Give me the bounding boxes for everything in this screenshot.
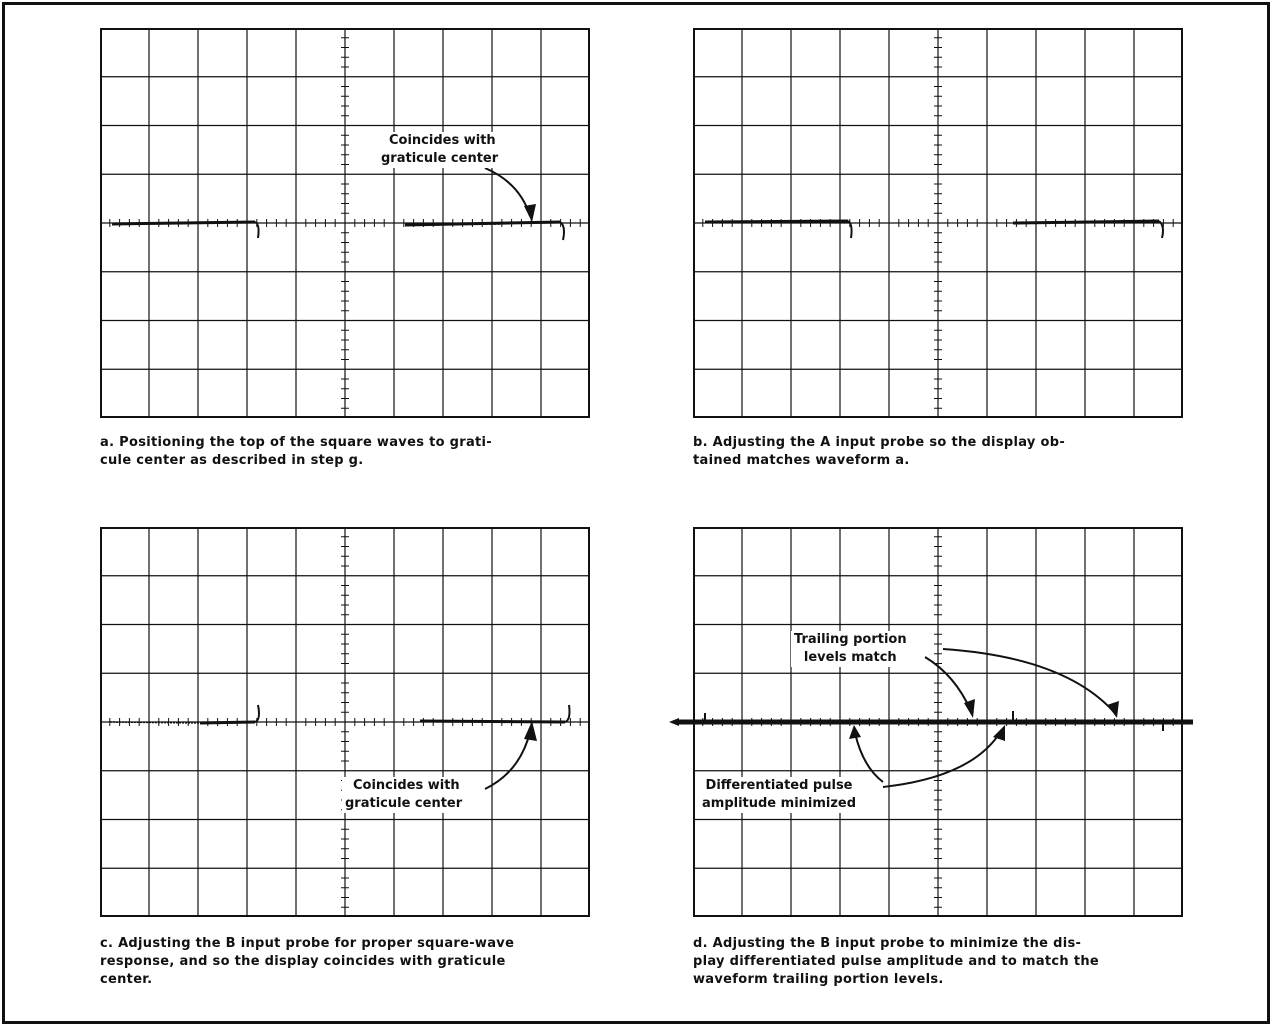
caption-a: a. Positioning the top of the square wav… bbox=[100, 435, 492, 468]
annotation-differentiated-d: Differentiated pulse amplitude minimized bbox=[699, 777, 860, 813]
annotation-coincides-c: Coincides with graticule center bbox=[342, 777, 466, 813]
annotation-trailing-d: Trailing portion levels match bbox=[791, 631, 910, 667]
graticule-b bbox=[693, 28, 1183, 418]
waveform-c bbox=[109, 704, 571, 790]
waveform-d bbox=[669, 648, 1193, 788]
waveform-b bbox=[704, 219, 1164, 239]
caption-b: b. Adjusting the A input probe so the di… bbox=[693, 435, 1066, 468]
annotation-coincides-a: Coincides with graticule center bbox=[378, 132, 502, 168]
caption-d: d. Adjusting the B input probe to minimi… bbox=[693, 936, 1099, 987]
caption-c: c. Adjusting the B input probe for prope… bbox=[100, 936, 515, 987]
waveform-a bbox=[111, 167, 565, 241]
